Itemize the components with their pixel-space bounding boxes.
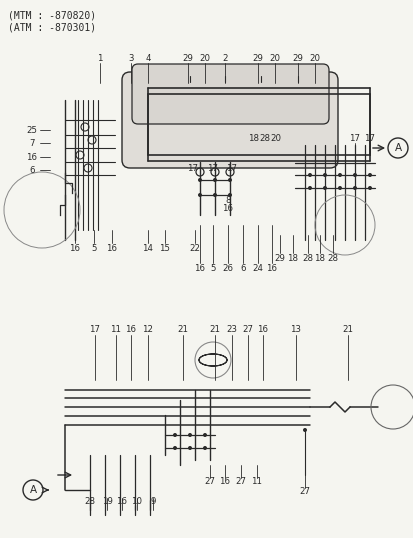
Text: 26: 26 <box>222 264 233 273</box>
Text: 29: 29 <box>252 53 263 62</box>
Text: 24: 24 <box>252 264 263 273</box>
Circle shape <box>188 433 192 437</box>
Circle shape <box>223 84 226 88</box>
Text: 18: 18 <box>314 253 325 263</box>
Text: 5: 5 <box>210 264 215 273</box>
Text: 10: 10 <box>131 498 142 506</box>
Text: 29: 29 <box>292 53 303 62</box>
Text: 1: 1 <box>97 53 102 62</box>
Circle shape <box>367 186 371 190</box>
Text: 27: 27 <box>204 478 215 486</box>
Text: 28: 28 <box>84 498 95 506</box>
Text: 16: 16 <box>222 203 233 213</box>
Circle shape <box>212 178 216 182</box>
Text: 17: 17 <box>349 133 360 143</box>
Text: 7: 7 <box>29 138 35 147</box>
Text: 16: 16 <box>116 498 127 506</box>
Circle shape <box>202 446 206 450</box>
Circle shape <box>188 446 192 450</box>
Text: 17: 17 <box>89 325 100 335</box>
Circle shape <box>197 178 202 182</box>
Text: 11: 11 <box>110 325 121 335</box>
Text: 27: 27 <box>299 487 310 497</box>
Text: 17: 17 <box>187 164 198 173</box>
Circle shape <box>322 173 326 177</box>
Text: 16: 16 <box>26 152 38 161</box>
Text: 6: 6 <box>240 264 245 273</box>
Text: 11: 11 <box>251 478 262 486</box>
FancyBboxPatch shape <box>132 64 328 124</box>
Text: 28: 28 <box>259 133 270 143</box>
Text: 21: 21 <box>209 325 220 335</box>
Circle shape <box>322 186 326 190</box>
Circle shape <box>352 186 356 190</box>
Circle shape <box>337 173 341 177</box>
Text: 16: 16 <box>194 264 205 273</box>
FancyBboxPatch shape <box>122 72 337 168</box>
Text: 13: 13 <box>290 325 301 335</box>
Text: 16: 16 <box>266 264 277 273</box>
Text: 14: 14 <box>142 244 153 252</box>
Circle shape <box>337 186 341 190</box>
Circle shape <box>173 433 177 437</box>
Circle shape <box>228 193 231 197</box>
Text: 25: 25 <box>26 125 38 134</box>
Text: 16: 16 <box>219 478 230 486</box>
Circle shape <box>307 186 311 190</box>
Circle shape <box>302 428 306 432</box>
Circle shape <box>367 173 371 177</box>
Text: 17: 17 <box>207 164 218 173</box>
Text: 17: 17 <box>226 164 237 173</box>
Text: 16: 16 <box>257 325 268 335</box>
Text: 17: 17 <box>363 133 375 143</box>
Text: 29: 29 <box>182 53 193 62</box>
Text: 16: 16 <box>69 244 80 252</box>
Text: 18: 18 <box>248 133 259 143</box>
Text: 3: 3 <box>128 53 133 62</box>
Text: 12: 12 <box>142 325 153 335</box>
Text: 21: 21 <box>342 325 353 335</box>
Text: 8: 8 <box>225 195 230 204</box>
Text: (MTM : -870820): (MTM : -870820) <box>8 10 96 20</box>
Text: 2: 2 <box>222 53 227 62</box>
Text: 23: 23 <box>226 325 237 335</box>
Circle shape <box>202 433 206 437</box>
Text: 27: 27 <box>235 478 246 486</box>
Text: 21: 21 <box>177 325 188 335</box>
Circle shape <box>228 178 231 182</box>
Text: 20: 20 <box>199 53 210 62</box>
Text: 18: 18 <box>287 253 298 263</box>
Circle shape <box>352 173 356 177</box>
Text: 20: 20 <box>270 133 281 143</box>
Text: 27: 27 <box>242 325 253 335</box>
Text: 20: 20 <box>269 53 280 62</box>
Text: 28: 28 <box>327 253 338 263</box>
Circle shape <box>212 193 216 197</box>
Circle shape <box>197 193 202 197</box>
Text: 29: 29 <box>274 253 285 263</box>
Text: 16: 16 <box>125 325 136 335</box>
Text: 15: 15 <box>159 244 170 252</box>
Circle shape <box>307 173 311 177</box>
Circle shape <box>173 446 177 450</box>
Text: (ATM : -870301): (ATM : -870301) <box>8 22 96 32</box>
Circle shape <box>188 84 192 88</box>
Text: 22: 22 <box>189 244 200 252</box>
Text: 9: 9 <box>150 498 155 506</box>
Text: A: A <box>29 485 36 495</box>
Text: A: A <box>394 143 401 153</box>
Text: 6: 6 <box>29 166 35 174</box>
Text: 28: 28 <box>302 253 313 263</box>
Text: 5: 5 <box>91 244 97 252</box>
Text: 19: 19 <box>101 498 112 506</box>
Circle shape <box>259 84 262 88</box>
Text: 16: 16 <box>106 244 117 252</box>
Text: 20: 20 <box>309 53 320 62</box>
Circle shape <box>295 84 299 88</box>
Text: 4: 4 <box>145 53 150 62</box>
